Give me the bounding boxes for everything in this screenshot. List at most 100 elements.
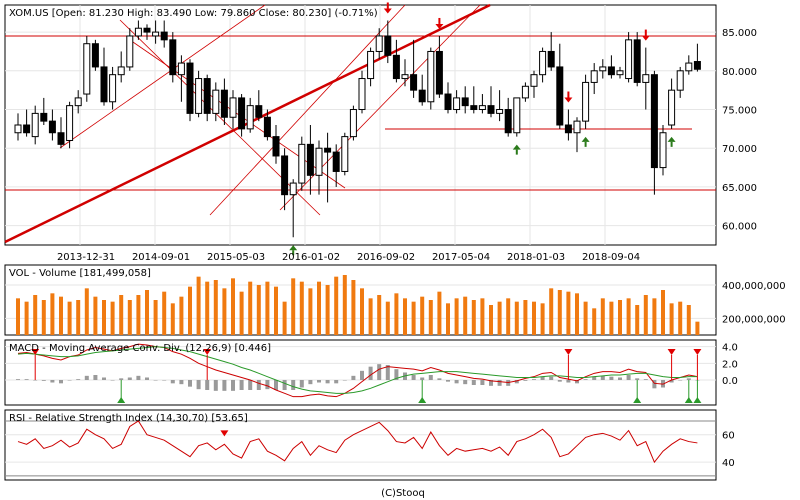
macd-histogram-bar (162, 380, 167, 381)
volume-bar (256, 285, 261, 335)
volume-bar (532, 301, 536, 335)
volume-bar (575, 293, 579, 335)
macd-tick-label: 0.0 (722, 376, 738, 387)
candle-body (212, 89, 220, 114)
sell-arrow-shaft (567, 91, 570, 98)
candle-body (31, 112, 39, 138)
date-tick-label: 2016-01-02 (282, 252, 340, 263)
macd-histogram-bar (385, 365, 390, 380)
macd-histogram-bar (437, 378, 442, 380)
volume-bar (127, 300, 132, 335)
volume-bar (196, 276, 201, 335)
macd-histogram-bar (609, 376, 614, 380)
macd-histogram-bar (102, 377, 106, 380)
macd-histogram-bar (411, 375, 416, 380)
volume-bar (213, 280, 218, 335)
volume-bar (678, 301, 683, 335)
macd-buy-marker (684, 397, 693, 403)
sell-arrow-shaft (644, 29, 647, 36)
macd-buy-marker (633, 397, 642, 403)
volume-bar (136, 295, 141, 335)
macd-histogram-bar (686, 378, 691, 380)
volume-bar (368, 298, 373, 335)
volume-bar (222, 288, 227, 335)
channel-line (279, 4, 481, 211)
macd-histogram-bar (170, 380, 175, 384)
volume-bar (454, 298, 459, 335)
volume-bar (566, 291, 571, 335)
macd-sell-marker (667, 349, 676, 355)
macd-histogram-bar (471, 380, 476, 385)
macd-histogram-bar (575, 380, 579, 384)
macd-histogram-bar (256, 380, 261, 390)
candle-body (676, 70, 684, 91)
macd-histogram-bar (231, 380, 235, 391)
candle-body (255, 105, 263, 118)
macd-sell-marker (31, 349, 40, 355)
candle-body (281, 155, 289, 196)
candle-body (117, 66, 125, 76)
macd-tick-label: 2.0 (722, 359, 738, 370)
volume-bar (334, 276, 339, 335)
macd-histogram-bar (454, 380, 459, 384)
macd-histogram-bar (549, 376, 554, 380)
candle-body (401, 74, 409, 80)
grid-lines (5, 5, 716, 477)
candle-body (461, 97, 469, 107)
macd-histogram-bar (377, 364, 382, 380)
candle-body (332, 151, 340, 172)
volume-bar (385, 301, 390, 335)
volume-bar (635, 305, 640, 335)
candle-body (642, 74, 650, 83)
candle-body (487, 105, 495, 114)
macd-histogram-bar (119, 378, 124, 380)
volume-bar (437, 291, 442, 335)
volume-bar (394, 293, 399, 335)
candle-body (616, 70, 624, 76)
macd-sell-marker (203, 349, 212, 355)
volume-bar (549, 288, 554, 335)
sell-arrow-head (435, 23, 444, 29)
macd-histogram-bar (557, 380, 562, 382)
candle-body (453, 97, 461, 111)
volume-bar (686, 305, 691, 335)
candle-body (685, 62, 693, 72)
candle-body (573, 120, 581, 134)
macd-sell-marker (693, 349, 702, 355)
macd-histogram-bar (317, 380, 321, 383)
buy-arrow-shaft (292, 250, 295, 256)
volume-bar (188, 286, 192, 335)
macd-histogram-bar (67, 380, 72, 381)
volume-bar (265, 281, 270, 335)
volume-bar (480, 298, 485, 335)
channel-line (59, 4, 266, 149)
volume-bar (16, 298, 20, 335)
candle-body (444, 93, 452, 111)
volume-bar (489, 305, 493, 335)
candle-body (375, 35, 383, 52)
candle-body (582, 81, 590, 122)
date-tick-label: 2016-09-02 (357, 252, 415, 263)
macd-buy-marker (693, 397, 702, 403)
macd-histogram-bar (222, 380, 227, 391)
buy-arrow-head (289, 245, 298, 251)
macd-histogram-bar (394, 369, 399, 380)
candle-body (126, 35, 134, 68)
candle-body (100, 66, 108, 103)
macd-histogram-bar (239, 380, 244, 390)
candle-body (384, 35, 392, 56)
candle-body (435, 50, 443, 95)
signal-arrows (289, 2, 676, 256)
macd-histogram-bar (428, 375, 433, 380)
candle-body (203, 78, 211, 114)
volume-bar (497, 301, 502, 335)
candle-body (169, 39, 177, 76)
candle-body (659, 132, 667, 169)
candle-body (547, 50, 555, 68)
candle-body (607, 66, 615, 76)
volume-bar (179, 296, 184, 335)
volume-bar (24, 301, 29, 335)
volume-bar (59, 296, 63, 335)
volume-bar (93, 296, 98, 335)
